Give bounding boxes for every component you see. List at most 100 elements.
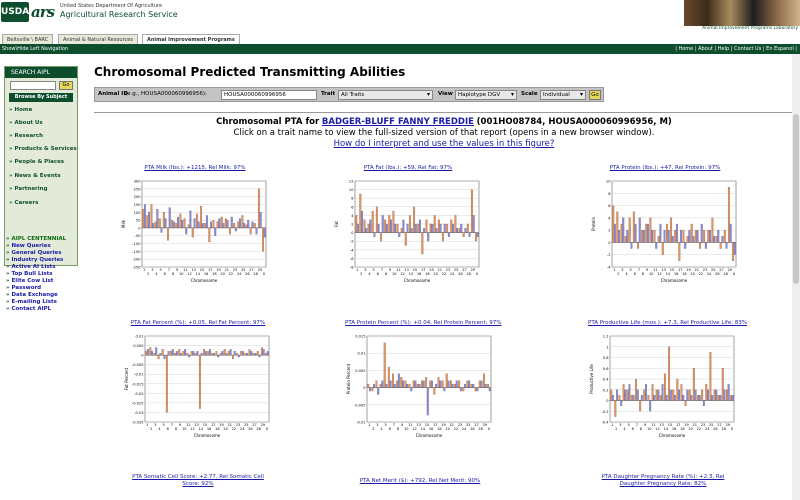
aipl-link-industry-queries[interactable]: Industry Queries	[6, 257, 66, 264]
bar	[655, 242, 658, 249]
top-links[interactable]: | Home | About | Help | Contact Us | En …	[675, 46, 797, 52]
tab-beltsville[interactable]: Beltsville \ BARC	[2, 34, 54, 44]
aipl-link-contact-aipl[interactable]: Contact AIPL	[6, 306, 66, 313]
bar	[482, 373, 485, 388]
bar	[464, 228, 467, 233]
chart-title-fat-percent[interactable]: PTA Fat Percent (%): +0.05, Rel Fat Perc…	[130, 320, 266, 326]
chart-title-daughter-pregnancy[interactable]: PTA Daughter Pregnancy Rate (%): +2.3, R…	[601, 474, 725, 487]
bar	[663, 373, 666, 401]
view-select[interactable]: Haplotype DGV	[455, 90, 517, 100]
bar	[704, 242, 707, 249]
y-tick-label: -2	[607, 253, 611, 257]
tab-animal-natural-resources[interactable]: Animal & Natural Resources	[58, 34, 138, 44]
aipl-links-list: AIPL CENTENNIAL New Queries General Quer…	[6, 236, 66, 313]
aipl-link-password[interactable]: Password	[6, 285, 66, 292]
bar	[466, 223, 469, 233]
chart-title-protein-percent[interactable]: PTA Protein Percent (%): +0.04, Rel Prot…	[345, 320, 502, 326]
query-form: Animal ID (e.g., HOUSA000060996956): HOU…	[94, 87, 604, 102]
y-tick-label: 0	[606, 399, 609, 403]
sidebar-item-people-places[interactable]: People & Places	[9, 159, 64, 165]
animal-ids: (001HO08784, HOUSA000060996956, M)	[476, 117, 672, 127]
go-button[interactable]: Go	[589, 90, 601, 100]
bar	[655, 389, 658, 401]
bar	[657, 389, 660, 401]
x-tick-label: 29	[261, 423, 265, 427]
aipl-link-new-queries[interactable]: New Queries	[6, 243, 66, 250]
x-tick-label: 29	[258, 268, 262, 272]
sidebar-item-products-services[interactable]: Products & Services	[9, 146, 76, 152]
animal-name-link[interactable]: BADGER-BLUFF FANNY FREDDIE	[321, 117, 474, 127]
sidebar-item-about-us[interactable]: About Us	[9, 120, 42, 126]
search-input[interactable]	[10, 81, 56, 90]
x-tick-label: 10	[647, 427, 651, 431]
chart-title-somatic-cell[interactable]: PTA Somatic Cell Score: +2.77, Rel Somat…	[132, 474, 264, 487]
bar	[410, 228, 413, 233]
bar	[244, 353, 247, 356]
sidebar-item-home[interactable]: Home	[9, 107, 32, 113]
interpret-help-link[interactable]: How do I interpret and use the values in…	[333, 139, 555, 149]
x-tick-label: X	[488, 427, 491, 431]
chart-title-fat[interactable]: PTA Fat (lbs.): +59, Rel Fat: 97%	[363, 165, 453, 171]
bar	[233, 351, 236, 356]
x-tick-label: 28	[478, 427, 482, 431]
chart-title-protein[interactable]: PTA Protein (lbs.): +47, Rel Protein: 97…	[609, 165, 721, 171]
animal-id-input[interactable]: HOUSA000060996956	[221, 90, 317, 100]
x-tick-label: 17	[211, 423, 215, 427]
bar	[616, 211, 619, 243]
x-tick-label: 17	[421, 268, 425, 272]
aipl-link-top-bull-lists[interactable]: Top Bull Lists	[6, 271, 66, 278]
x-tick-label: 15	[668, 423, 672, 427]
sidebar-item-news-events[interactable]: News & Events	[9, 173, 60, 179]
x-tick-label: 27	[474, 423, 478, 427]
scale-select[interactable]: Individual	[540, 90, 586, 100]
aipl-link-active-ai-lists[interactable]: Active AI Lists	[6, 264, 66, 271]
x-tick-label: 25	[244, 423, 248, 427]
bar	[237, 221, 240, 229]
bar	[456, 228, 459, 233]
aipl-link-centennial[interactable]: AIPL CENTENNIAL	[6, 236, 66, 243]
bar	[639, 400, 642, 412]
vertical-scrollbar[interactable]	[792, 54, 800, 500]
ars-logo[interactable]: ars	[31, 3, 55, 21]
plot-area	[611, 180, 737, 268]
bar	[626, 389, 629, 401]
aipl-link-data-exchange[interactable]: Data Exchange	[6, 292, 66, 299]
sidebar-item-partnering[interactable]: Partnering	[9, 186, 47, 192]
bar	[183, 218, 186, 229]
instructions-text: Click on a trait name to view the full-s…	[233, 128, 655, 138]
aipl-link-general-queries[interactable]: General Queries	[6, 250, 66, 257]
bar	[262, 349, 265, 356]
bar	[441, 380, 444, 388]
bar	[661, 384, 664, 401]
chart-panel-protein: PTA Protein (lbs.): +47, Rel Protein: 97…	[590, 165, 740, 283]
bar	[369, 219, 372, 233]
bar	[665, 395, 668, 401]
trait-select[interactable]: All Traits	[338, 90, 433, 100]
x-tick-label: 13	[191, 268, 195, 272]
bar	[236, 353, 239, 356]
bar	[247, 219, 250, 229]
x-tick-label: 9	[389, 268, 391, 272]
x-tick-label: 6	[632, 427, 634, 431]
aipl-link-emailing-lists[interactable]: E-mailing Lists	[6, 299, 66, 306]
search-go-button[interactable]: Go	[59, 81, 73, 90]
bar	[642, 230, 645, 243]
sidebar-item-research[interactable]: Research	[9, 133, 43, 139]
usda-logo[interactable]: USDA	[1, 2, 29, 22]
bar	[688, 389, 691, 401]
bar	[449, 380, 452, 388]
chart-title-net-merit[interactable]: PTA Net Merit ($): +792, Rel Net Merit: …	[359, 478, 481, 484]
show-hide-nav-link[interactable]: Show\Hide Left Navigation	[2, 46, 69, 52]
bar	[732, 242, 735, 261]
tab-animal-improvement-programs[interactable]: Animal Improvement Programs	[142, 34, 240, 44]
x-tick-label: 1	[356, 268, 358, 272]
chart-title-productive-life[interactable]: PTA Productive Life (mos.): +7.3, Rel Pr…	[588, 320, 748, 326]
chart-fat: 12 10 8 6 4 2 0 -2 -4 -6 -8 1 2 3 4 5 6 7 8 9 10 11 12 13 14 15 16…	[333, 175, 483, 295]
sidebar-item-careers[interactable]: Careers	[9, 200, 38, 206]
scrollbar-thumb[interactable]	[793, 114, 799, 284]
chart-title-milk[interactable]: PTA Milk (lbs.): +1215, Rel Milk: 97%	[144, 165, 246, 171]
bar	[387, 366, 390, 388]
bar	[613, 223, 616, 243]
y-tick-label: -6	[350, 257, 354, 261]
aipl-link-elite-cow-list[interactable]: Elite Cow List	[6, 278, 66, 285]
